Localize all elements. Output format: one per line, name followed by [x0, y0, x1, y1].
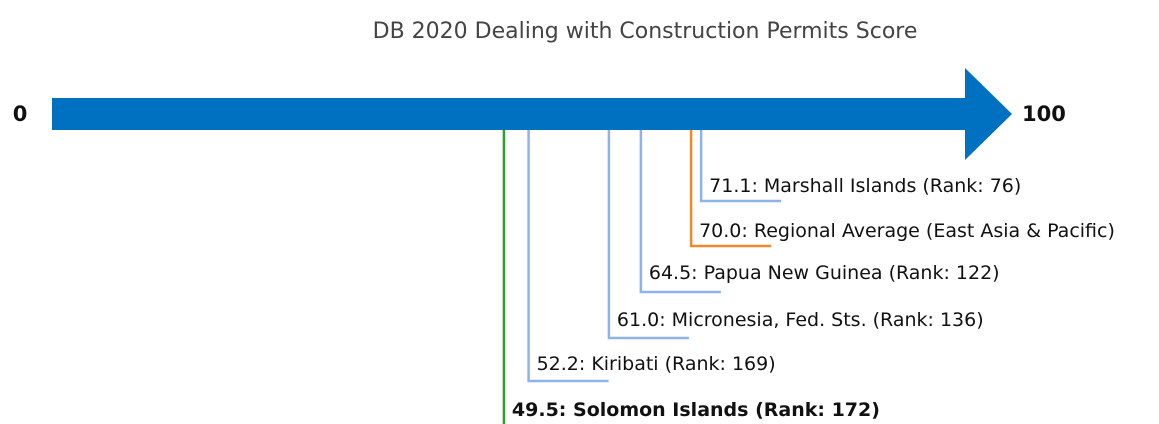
chart-title: DB 2020 Dealing with Construction Permit… — [373, 19, 918, 44]
tick-label: 0 — [13, 102, 28, 126]
value-label: 52.2: Kiribati (Rank: 169) — [537, 353, 776, 375]
marker-line — [699, 130, 782, 203]
marker-line — [607, 130, 689, 340]
marker-line — [639, 130, 721, 294]
value-label: 70.0: Regional Average (East Asia & Paci… — [699, 220, 1115, 242]
marker-line — [689, 130, 772, 248]
tick-label: 100 — [1022, 102, 1066, 126]
marker-line — [527, 130, 609, 383]
value-label: 71.1: Marshall Islands (Rank: 76) — [709, 175, 1021, 197]
value-label: 49.5: Solomon Islands (Rank: 172) — [512, 399, 880, 421]
value-label: 61.0: Micronesia, Fed. Sts. (Rank: 136) — [617, 309, 984, 331]
axis-arrow — [52, 68, 1012, 160]
value-label: 64.5: Papua New Guinea (Rank: 122) — [649, 262, 1000, 284]
